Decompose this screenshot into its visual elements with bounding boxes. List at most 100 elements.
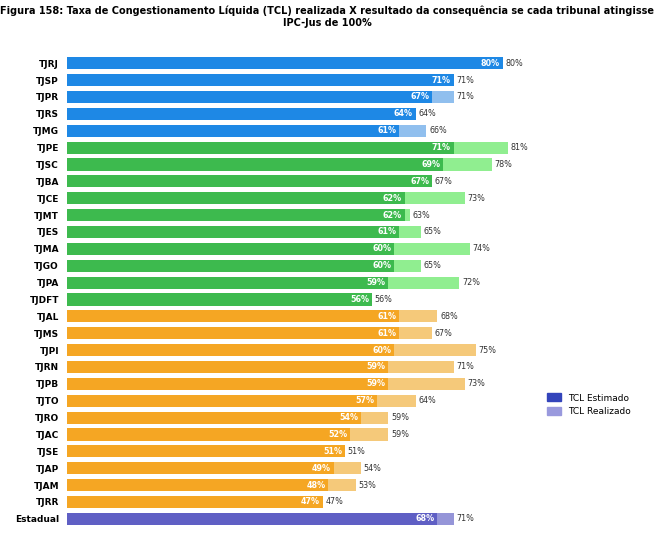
Text: 69%: 69%: [421, 160, 440, 169]
Bar: [67, 361, 454, 373]
Text: 56%: 56%: [351, 295, 370, 304]
Bar: [67, 378, 388, 390]
Bar: [67, 479, 328, 491]
Bar: [67, 446, 345, 458]
Bar: [67, 412, 388, 424]
Text: 63%: 63%: [413, 211, 430, 220]
Bar: [67, 479, 356, 491]
Text: 54%: 54%: [339, 413, 358, 422]
Text: 68%: 68%: [415, 515, 435, 523]
Bar: [67, 141, 454, 153]
Text: 66%: 66%: [429, 126, 447, 135]
Text: 59%: 59%: [367, 362, 386, 372]
Text: 48%: 48%: [307, 480, 326, 490]
Bar: [67, 259, 394, 272]
Bar: [67, 192, 405, 205]
Text: 71%: 71%: [432, 76, 451, 84]
Text: 71%: 71%: [456, 92, 474, 102]
Text: 62%: 62%: [383, 194, 402, 203]
Text: 54%: 54%: [364, 463, 382, 473]
Bar: [67, 91, 432, 103]
Text: 60%: 60%: [372, 345, 391, 355]
Text: 67%: 67%: [435, 329, 453, 338]
Bar: [67, 513, 454, 525]
Bar: [67, 344, 394, 356]
Text: 64%: 64%: [394, 109, 413, 119]
Bar: [67, 243, 470, 255]
Bar: [67, 108, 415, 120]
Text: 71%: 71%: [456, 515, 474, 523]
Bar: [67, 209, 405, 221]
Bar: [67, 293, 372, 306]
Bar: [67, 243, 394, 255]
Bar: [67, 57, 503, 69]
Text: 71%: 71%: [432, 143, 451, 152]
Bar: [67, 175, 432, 188]
Text: 65%: 65%: [424, 261, 441, 270]
Text: 59%: 59%: [367, 379, 386, 388]
Bar: [67, 125, 426, 137]
Text: 74%: 74%: [473, 244, 490, 254]
Text: 65%: 65%: [424, 227, 441, 237]
Bar: [67, 310, 438, 323]
Text: 51%: 51%: [323, 447, 342, 456]
Text: 53%: 53%: [358, 480, 376, 490]
Bar: [67, 276, 459, 289]
Bar: [67, 276, 388, 289]
Text: 47%: 47%: [326, 498, 343, 506]
Legend: TCL Estimado, TCL Realizado: TCL Estimado, TCL Realizado: [543, 390, 634, 420]
Bar: [67, 108, 415, 120]
Bar: [67, 496, 323, 508]
Text: 67%: 67%: [435, 177, 453, 186]
Text: 59%: 59%: [367, 278, 386, 287]
Text: 59%: 59%: [391, 413, 409, 422]
Bar: [67, 91, 454, 103]
Text: 64%: 64%: [419, 109, 436, 119]
Bar: [67, 226, 399, 238]
Bar: [67, 361, 388, 373]
Text: 60%: 60%: [372, 261, 391, 270]
Bar: [67, 209, 410, 221]
Bar: [67, 327, 399, 339]
Bar: [67, 192, 464, 205]
Bar: [67, 141, 508, 153]
Text: Figura 158: Taxa de Congestionamento Líquida (TCL) realizada X resultado da cons: Figura 158: Taxa de Congestionamento Líq…: [0, 5, 654, 28]
Text: 49%: 49%: [312, 463, 331, 473]
Bar: [67, 125, 399, 137]
Bar: [67, 327, 432, 339]
Text: 81%: 81%: [511, 143, 528, 152]
Text: 59%: 59%: [391, 430, 409, 439]
Bar: [67, 310, 399, 323]
Bar: [67, 394, 415, 407]
Text: 61%: 61%: [377, 227, 396, 237]
Bar: [67, 513, 438, 525]
Bar: [67, 462, 361, 474]
Text: 75%: 75%: [478, 345, 496, 355]
Text: 61%: 61%: [377, 329, 396, 338]
Text: 73%: 73%: [468, 379, 485, 388]
Bar: [67, 378, 464, 390]
Bar: [67, 259, 421, 272]
Text: 60%: 60%: [372, 244, 391, 254]
Bar: [67, 74, 454, 86]
Text: 67%: 67%: [410, 177, 429, 186]
Bar: [67, 462, 334, 474]
Bar: [67, 57, 503, 69]
Bar: [67, 74, 454, 86]
Text: 72%: 72%: [462, 278, 480, 287]
Text: 62%: 62%: [383, 211, 402, 220]
Bar: [67, 226, 421, 238]
Text: 52%: 52%: [328, 430, 347, 439]
Text: 67%: 67%: [410, 92, 429, 102]
Text: 47%: 47%: [301, 498, 320, 506]
Text: 73%: 73%: [468, 194, 485, 203]
Bar: [67, 429, 350, 441]
Bar: [67, 496, 323, 508]
Text: 51%: 51%: [347, 447, 366, 456]
Text: 78%: 78%: [494, 160, 513, 169]
Bar: [67, 293, 372, 306]
Text: 61%: 61%: [377, 126, 396, 135]
Bar: [67, 446, 345, 458]
Bar: [67, 175, 432, 188]
Text: 71%: 71%: [456, 76, 474, 84]
